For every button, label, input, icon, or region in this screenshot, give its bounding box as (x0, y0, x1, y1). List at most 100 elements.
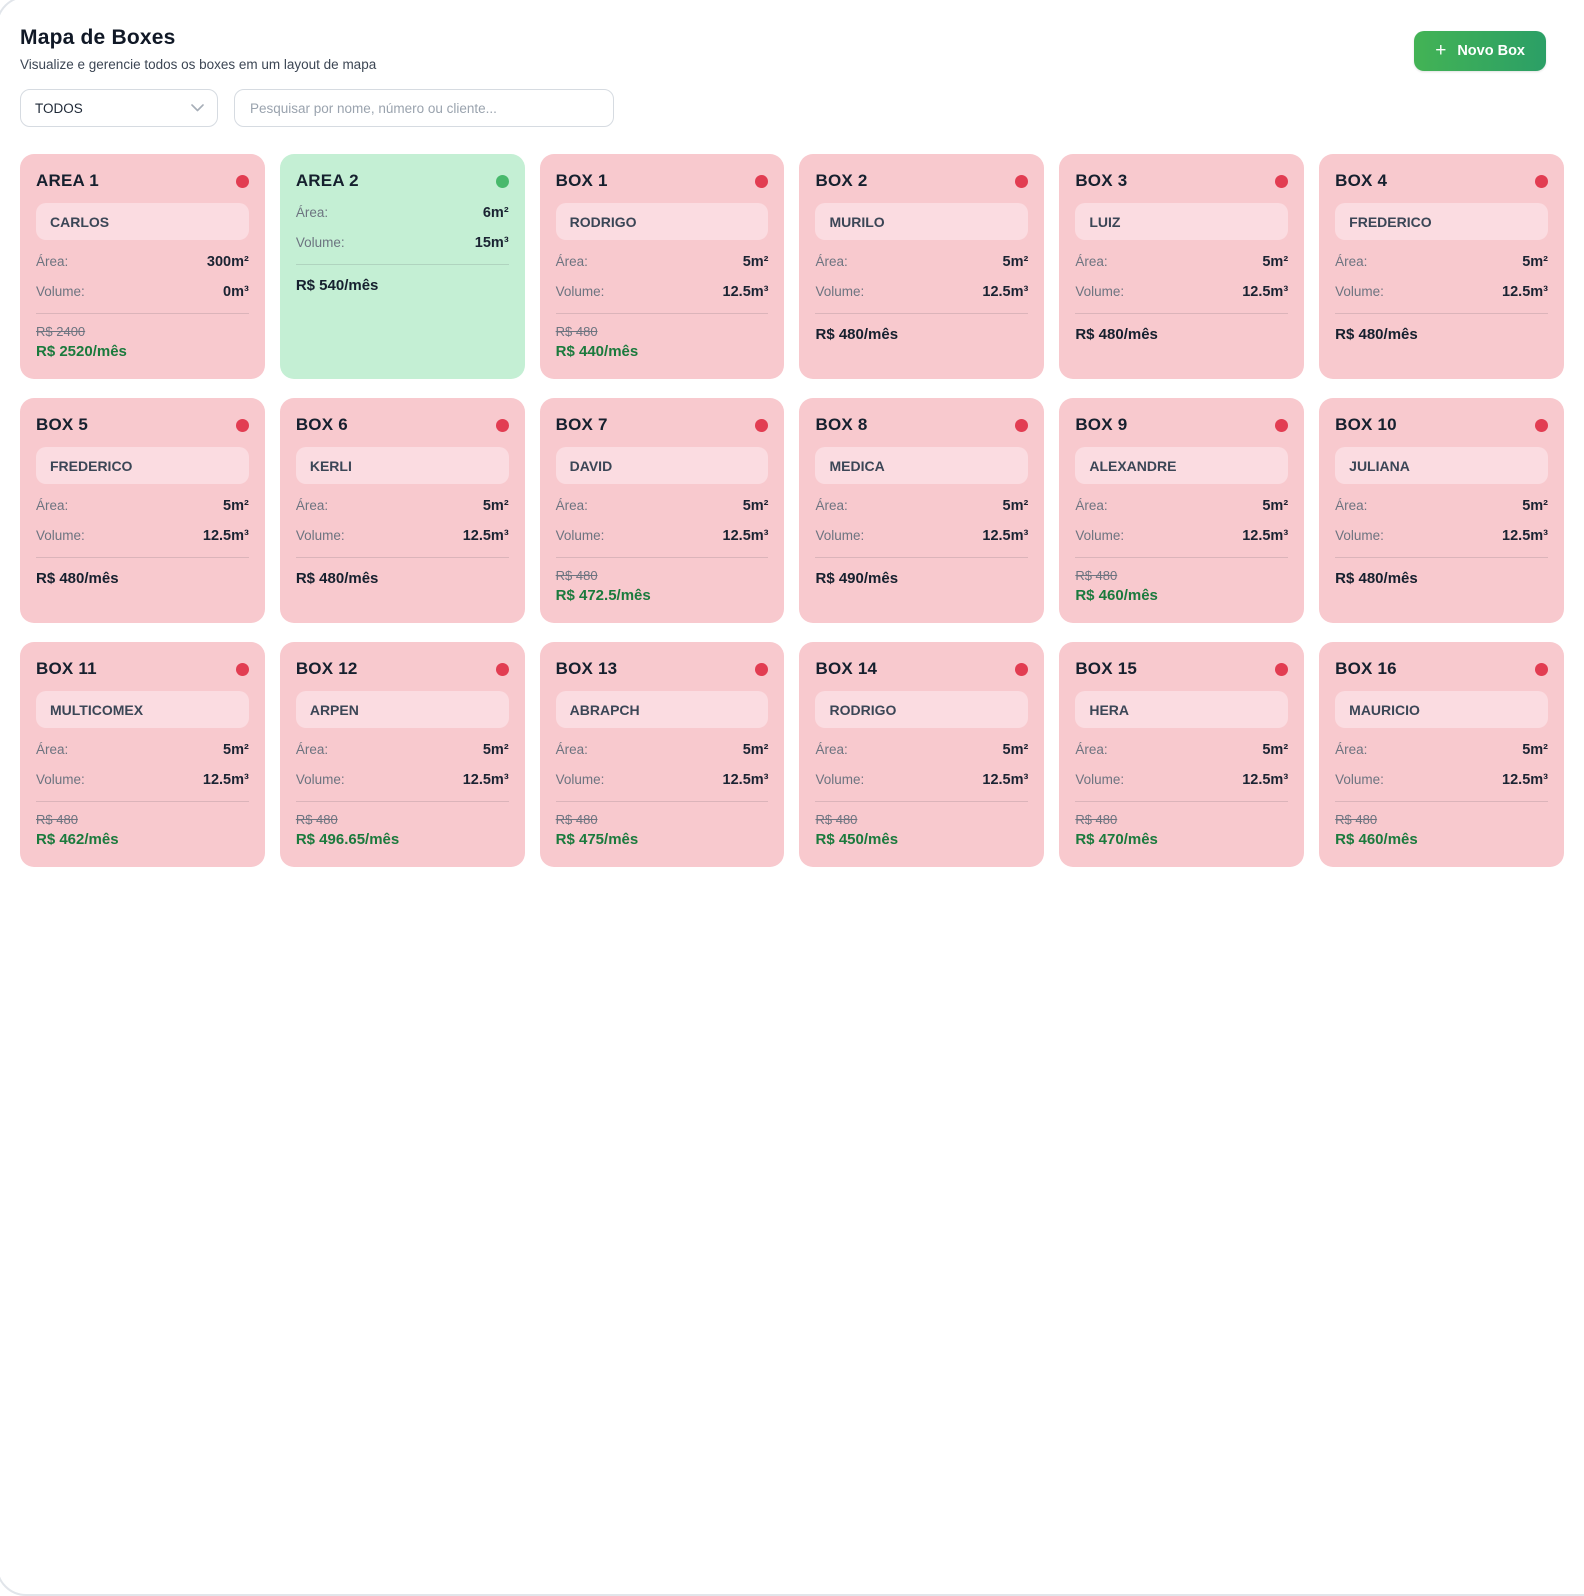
price: R$ 460/mês (1335, 831, 1418, 848)
client-name-field[interactable]: ALEXANDRE (1075, 447, 1289, 484)
volume-value: 12.5m³ (462, 772, 509, 788)
box-title: BOX 7 (555, 415, 608, 434)
volume-row: Volume: 12.5m³ (1075, 772, 1288, 788)
volume-value: 12.5m³ (982, 528, 1029, 544)
volume-value: 12.5m³ (1502, 284, 1548, 300)
client-name-field[interactable]: DAVID (555, 447, 769, 484)
box-card[interactable]: BOX 13 ABRAPCH Área: 5m² Volume: 12.5m³ … (539, 642, 785, 867)
status-filter-value: TODOS (35, 100, 83, 116)
box-card[interactable]: AREA 1 CARLOS Área: 300m² Volume: 0m³ R$… (20, 154, 265, 379)
price: R$ 480/mês (1335, 326, 1418, 343)
area-label: Área: (1075, 498, 1108, 513)
area-value: 5m² (742, 498, 769, 514)
status-dot (495, 662, 509, 676)
client-name-field[interactable]: HERA (1075, 691, 1289, 728)
card-header: BOX 4 (1335, 171, 1548, 191)
volume-value: 12.5m³ (1502, 772, 1548, 788)
volume-row: Volume: 0m³ (36, 284, 249, 300)
client-name-field[interactable]: RODRIGO (555, 203, 769, 240)
box-title: BOX 2 (815, 171, 868, 190)
box-card[interactable]: AREA 2 Área: 6m² Volume: 15m³ R$ 540/mês (279, 154, 525, 379)
area-label: Área: (815, 742, 848, 757)
box-card[interactable]: BOX 4 FREDERICO Área: 5m² Volume: 12.5m³… (1319, 154, 1564, 379)
area-label: Área: (815, 498, 848, 513)
client-name-field[interactable]: CARLOS (36, 203, 249, 240)
client-name-field[interactable]: KERLI (295, 447, 509, 484)
area-row: Área: 5m² (36, 742, 249, 758)
box-card[interactable]: BOX 6 KERLI Área: 5m² Volume: 12.5m³ R$ … (279, 398, 525, 623)
volume-value: 12.5m³ (1242, 284, 1289, 300)
volume-row: Volume: 12.5m³ (815, 528, 1028, 544)
box-card[interactable]: BOX 3 LUIZ Área: 5m² Volume: 12.5m³ R$ 4… (1059, 154, 1305, 379)
volume-label: Volume: (1335, 284, 1384, 299)
client-name-field[interactable]: MURILO (815, 203, 1029, 240)
volume-value: 12.5m³ (462, 528, 509, 544)
card-header: BOX 9 (1075, 415, 1289, 435)
divider (1335, 557, 1548, 558)
box-card[interactable]: BOX 15 HERA Área: 5m² Volume: 12.5m³ R$ … (1059, 642, 1305, 867)
old-price: R$ 480 (555, 812, 598, 827)
card-header: BOX 3 (1075, 171, 1289, 191)
status-dot (755, 174, 769, 188)
divider (1335, 801, 1548, 802)
box-card[interactable]: BOX 1 RODRIGO Área: 5m² Volume: 12.5m³ R… (539, 154, 785, 379)
divider (1335, 313, 1548, 314)
client-name-field[interactable]: ARPEN (295, 691, 509, 728)
area-row: Área: 5m² (36, 498, 249, 514)
status-dot (235, 174, 249, 188)
volume-label: Volume: (36, 528, 85, 543)
box-card[interactable]: BOX 2 MURILO Área: 5m² Volume: 12.5m³ R$… (799, 154, 1045, 379)
volume-label: Volume: (555, 772, 605, 787)
box-card[interactable]: BOX 10 JULIANA Área: 5m² Volume: 12.5m³ … (1319, 398, 1564, 623)
card-header: BOX 6 (296, 415, 509, 435)
area-label: Área: (815, 254, 848, 269)
client-name-field[interactable]: RODRIGO (815, 691, 1029, 728)
price: R$ 440/mês (555, 343, 639, 360)
area-row: Área: 5m² (556, 742, 769, 758)
price: R$ 480/mês (295, 570, 379, 587)
status-filter-select[interactable]: TODOS (20, 89, 218, 127)
price: R$ 540/mês (295, 277, 379, 294)
novo-box-label: Novo Box (1457, 43, 1525, 59)
area-row: Área: 5m² (1075, 742, 1288, 758)
volume-label: Volume: (815, 772, 865, 787)
price: R$ 480/mês (815, 326, 899, 343)
client-name-field[interactable]: ABRAPCH (555, 691, 769, 728)
client-name-field[interactable]: MEDICA (815, 447, 1029, 484)
box-card[interactable]: BOX 8 MEDICA Área: 5m² Volume: 12.5m³ R$… (799, 398, 1045, 623)
card-header: AREA 1 (36, 171, 249, 191)
area-row: Área: 5m² (1075, 254, 1288, 270)
client-name-field[interactable]: MULTICOMEX (36, 691, 249, 728)
volume-value: 12.5m³ (722, 284, 769, 300)
box-card[interactable]: BOX 14 RODRIGO Área: 5m² Volume: 12.5m³ … (799, 642, 1045, 867)
price: R$ 472.5/mês (555, 587, 651, 604)
area-label: Área: (36, 498, 69, 513)
client-name-field[interactable]: LUIZ (1075, 203, 1289, 240)
box-card[interactable]: BOX 12 ARPEN Área: 5m² Volume: 12.5m³ R$… (279, 642, 525, 867)
price: R$ 480/mês (1335, 570, 1418, 587)
volume-row: Volume: 15m³ (296, 235, 509, 251)
box-title: BOX 10 (1335, 415, 1397, 434)
client-name-field[interactable]: MAURICIO (1335, 691, 1548, 728)
novo-box-button[interactable]: + Novo Box (1414, 31, 1546, 71)
volume-row: Volume: 12.5m³ (556, 772, 769, 788)
client-name-field[interactable]: FREDERICO (36, 447, 249, 484)
box-card[interactable]: BOX 5 FREDERICO Área: 5m² Volume: 12.5m³… (20, 398, 265, 623)
box-card[interactable]: BOX 11 MULTICOMEX Área: 5m² Volume: 12.5… (20, 642, 265, 867)
client-name-field[interactable]: JULIANA (1335, 447, 1548, 484)
price: R$ 460/mês (1075, 587, 1158, 604)
box-card[interactable]: BOX 16 MAURICIO Área: 5m² Volume: 12.5m³… (1319, 642, 1564, 867)
card-header: AREA 2 (296, 171, 509, 191)
area-value: 5m² (482, 498, 509, 514)
box-title: BOX 12 (295, 659, 358, 678)
search-input[interactable] (234, 89, 614, 127)
volume-row: Volume: 12.5m³ (1075, 284, 1288, 300)
client-name-field[interactable]: FREDERICO (1335, 203, 1548, 240)
volume-label: Volume: (1075, 772, 1125, 787)
area-row: Área: 5m² (815, 742, 1028, 758)
box-card[interactable]: BOX 9 ALEXANDRE Área: 5m² Volume: 12.5m³… (1059, 398, 1305, 623)
area-value: 6m² (482, 205, 509, 221)
volume-row: Volume: 12.5m³ (296, 528, 509, 544)
box-title: BOX 16 (1335, 659, 1397, 678)
box-card[interactable]: BOX 7 DAVID Área: 5m² Volume: 12.5m³ R$ … (539, 398, 785, 623)
